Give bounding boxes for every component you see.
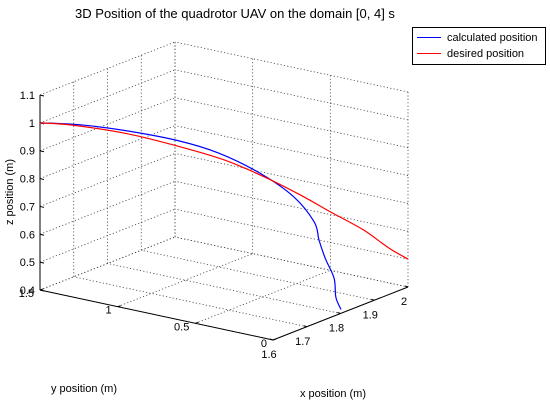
grid-line-sidewall-z [174,41,409,93]
y-tick [272,338,277,341]
series-line-calculated [39,122,342,310]
legend: calculated position desired position [412,27,546,65]
z-axis-label: z position (m) [4,159,16,225]
legend-label-calculated: calculated position [447,31,538,44]
z-tick [39,178,45,181]
grid-line-floor-x [107,263,341,314]
z-tick-label: 1.1 [20,90,35,102]
tick-labels: 1.6 1.7 1.8 1.9 2 0 0.5 1 1.50.4 0.5 0.6 0.7 0.8 0.9 1… [19,90,407,361]
x-axis-label: x position (m) [300,388,366,400]
grid-line-sidewall-z [174,97,409,149]
z-tick [39,233,45,236]
x-tick-label: 1.9 [363,309,378,321]
y-tick [117,305,121,308]
grid-line-backwall-z [39,97,176,152]
grid-line-backwall-z [39,41,176,96]
y-tick-label: 0.5 [174,321,189,333]
y-axis-label: y position (m) [51,383,117,395]
legend-item-desired: desired position [417,46,524,61]
x-tick [371,298,375,301]
grid-line-backwall-z [39,180,176,235]
x-tick-label: 1.7 [295,336,310,348]
grid-line-sidewall-z [174,236,409,288]
legend-label-desired: desired position [447,47,525,60]
x-tick [337,312,341,314]
grid-line-floor-x [141,249,375,301]
x-tick-label: 1.6 [261,349,276,361]
x-tick [404,285,409,288]
x-tick-label: 1.8 [329,323,344,335]
z-tick-label: 0.8 [20,174,35,186]
y-tick [195,321,199,324]
series-line-desired [39,122,409,260]
y-tick-label: 1 [106,305,112,317]
y-axis-line [39,289,274,341]
grid-line-floor-y [195,269,331,324]
grid-line-floor-x [73,276,307,328]
z-tick-label: 0.5 [20,257,35,269]
grid-line-sidewall-z [174,153,409,204]
back-grid [39,41,409,341]
grid-line-sidewall-z [174,125,409,176]
grid-line-backwall-z [39,125,176,179]
grid-line-backwall-z [39,69,176,124]
grid-line-backwall-z [39,236,176,291]
legend-swatch-calculated [417,37,441,38]
z-tick [39,94,45,97]
z-tick [39,289,45,292]
series-lines [39,122,409,310]
y-tick-label: 0 [261,338,267,350]
tick-marks [39,94,409,341]
grid-line-sidewall-z [174,69,409,121]
grid-line-sidewall-z [174,180,409,232]
grid-line-backwall-z [39,153,176,207]
axes-box [39,95,409,341]
grid-line-sidewall-z [174,208,409,260]
z-tick-label: 0.9 [20,146,35,158]
z-tick [39,205,45,208]
z-tick-label: 0.7 [20,201,35,213]
grid-line-floor-y [117,253,253,308]
y-tick-label: 1.5 [19,288,34,300]
z-tick-label: 0.6 [20,229,35,241]
legend-item-calculated: calculated position [417,30,538,45]
chart-title: 3D Position of the quadrotor UAV on the … [75,6,395,21]
z-tick [39,150,45,153]
x-tick [303,325,307,328]
z-tick-label: 0.4 [20,285,35,297]
z-tick-label: 1 [29,118,35,130]
x-tick-label: 2 [401,296,407,308]
grid-line-backwall-z [39,208,176,263]
legend-swatch-desired [417,53,441,54]
x-tick [269,338,274,341]
z-tick [39,261,45,264]
